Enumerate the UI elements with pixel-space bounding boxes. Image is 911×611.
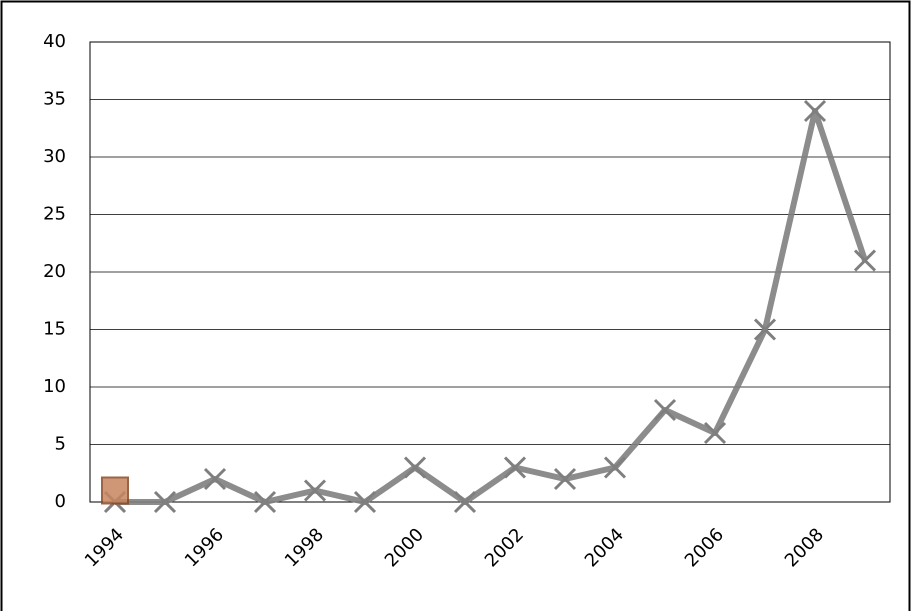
square-marker	[102, 478, 128, 504]
y-tick-label: 25	[43, 204, 66, 225]
chart: 0510152025303540199419961998200020022004…	[0, 0, 911, 611]
y-tick-label: 5	[55, 434, 66, 455]
y-tick-label: 0	[55, 491, 66, 512]
y-tick-label: 35	[43, 89, 66, 110]
y-tick-label: 40	[43, 31, 66, 52]
y-tick-label: 15	[43, 319, 66, 340]
y-tick-label: 30	[43, 146, 66, 167]
page: 0510152025303540199419961998200020022004…	[0, 0, 911, 611]
y-tick-label: 10	[43, 376, 66, 397]
y-tick-label: 20	[43, 261, 66, 282]
